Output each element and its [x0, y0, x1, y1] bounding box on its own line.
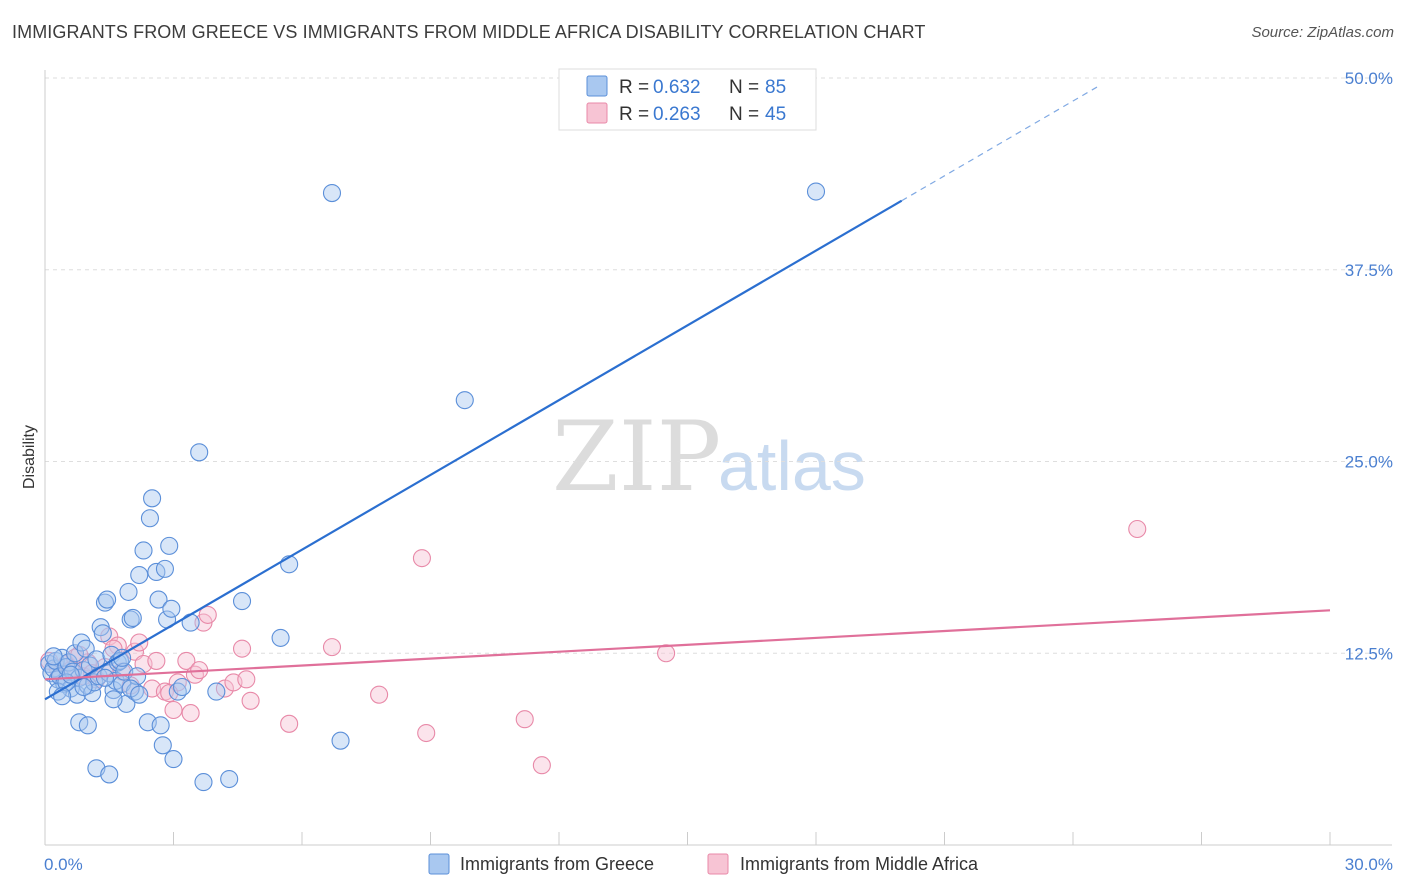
greece-point-75 [104, 690, 123, 709]
series-middle-africa-points [40, 519, 1147, 775]
y-axis-label: Disability [21, 425, 38, 489]
greece-point-45 [140, 509, 159, 528]
trend-lines [44, 85, 1331, 701]
greece-point-82 [113, 648, 132, 667]
middle-africa-point-34 [417, 723, 436, 743]
legend-r-label-1: R = [619, 77, 649, 98]
greece-point-37 [119, 582, 138, 601]
greece-point-25 [93, 624, 112, 643]
middle-africa-point-33 [412, 549, 431, 568]
greece-point-12 [65, 644, 85, 663]
bottom-legend-swatch-middle-africa [707, 853, 729, 875]
greece-point-50 [153, 736, 172, 755]
legend-swatch-middle-africa [586, 102, 608, 124]
legend-n-label-2: N = [729, 104, 759, 125]
bottom-legend-swatch-greece [428, 853, 450, 875]
greece-point-55 [164, 750, 183, 769]
greece-point-72 [78, 716, 97, 735]
legend-r-value-2: 0.263 [653, 104, 701, 125]
middle-africa-point-20 [181, 704, 200, 723]
greece-point-49 [151, 716, 170, 735]
bottom-legend-label-middle-africa: Immigrants from Middle Africa [740, 854, 979, 874]
middle-africa-point-27 [232, 639, 252, 658]
greece-point-43 [134, 541, 153, 560]
greece-point-61 [207, 682, 226, 701]
grid-lines [45, 77, 1392, 654]
greece-point-77 [130, 685, 149, 704]
legend-n-value-2: 45 [765, 104, 786, 125]
greece-point-60 [194, 773, 213, 792]
greece-point-58 [181, 613, 200, 632]
legend-r-value-1: 0.632 [653, 77, 701, 98]
greece-point-66 [322, 184, 342, 203]
greece-point-57 [173, 677, 192, 697]
x-tick-marks [173, 832, 1331, 845]
x-tick-label-max: 30.0% [1345, 855, 1393, 874]
greece-point-46 [143, 489, 162, 508]
y-tick-labels: 12.5% 25.0% 37.5% 50.0% [1345, 69, 1393, 663]
middle-africa-trend-line [44, 609, 1331, 681]
greece-point-83 [44, 647, 63, 666]
middle-africa-point-35 [515, 710, 534, 729]
greece-point-81 [95, 668, 115, 687]
series-greece-points [40, 182, 826, 792]
greece-point-64 [271, 628, 290, 647]
greece-point-59 [190, 443, 209, 462]
middle-africa-point-19 [177, 651, 196, 670]
legend-n-value-1: 85 [765, 77, 786, 98]
middle-africa-point-28 [237, 670, 256, 689]
bottom-legend-label-greece: Immigrants from Greece [460, 854, 654, 874]
middle-africa-point-37 [657, 644, 676, 663]
middle-africa-point-30 [280, 714, 299, 733]
middle-africa-point-15 [147, 651, 166, 670]
middle-africa-point-32 [370, 685, 389, 704]
greece-point-69 [806, 182, 826, 201]
greece-point-42 [130, 565, 149, 585]
y-tick-label-0: 12.5% [1345, 644, 1393, 663]
greece-point-39 [123, 608, 142, 628]
stats-legend: R = 0.632 N = 85 R = 0.263 N = 45 [558, 68, 817, 131]
greece-point-53 [160, 536, 179, 555]
y-tick-label-2: 37.5% [1345, 261, 1393, 280]
watermark-atlas: atlas [718, 427, 866, 505]
legend-r-label-2: R = [619, 104, 649, 125]
legend-n-label-1: N = [729, 77, 759, 98]
middle-africa-point-31 [322, 638, 342, 657]
greece-point-74 [100, 765, 119, 784]
greece-point-48 [149, 590, 168, 609]
y-tick-label-1: 25.0% [1345, 453, 1393, 472]
middle-africa-point-36 [532, 756, 551, 775]
middle-africa-point-29 [241, 691, 260, 710]
greece-point-68 [455, 391, 474, 410]
greece-point-27 [98, 590, 117, 609]
greece-point-51 [155, 559, 174, 578]
greece-point-80 [74, 677, 93, 697]
middle-africa-point-38 [1128, 519, 1147, 539]
greece-point-63 [232, 592, 252, 611]
legend-swatch-greece [586, 75, 608, 97]
series-legend: Immigrants from Greece Immigrants from M… [428, 853, 979, 875]
greece-point-67 [331, 731, 350, 750]
x-tick-label-min: 0.0% [44, 855, 83, 874]
greece-trend-line [44, 199, 903, 701]
greece-point-17 [76, 639, 95, 658]
greece-point-54 [162, 599, 181, 618]
chart-title: IMMIGRANTS FROM GREECE VS IMMIGRANTS FRO… [12, 22, 926, 42]
middle-africa-point-24 [198, 605, 217, 624]
middle-africa-point-17 [164, 700, 183, 720]
watermark-zip: ZIP [552, 401, 721, 513]
greece-point-62 [220, 769, 239, 789]
greece-point-26 [95, 593, 115, 612]
greece-trend-extension [901, 85, 1100, 202]
y-tick-label-3: 50.0% [1345, 69, 1393, 88]
source-label: Source: ZipAtlas.com [1251, 24, 1394, 41]
